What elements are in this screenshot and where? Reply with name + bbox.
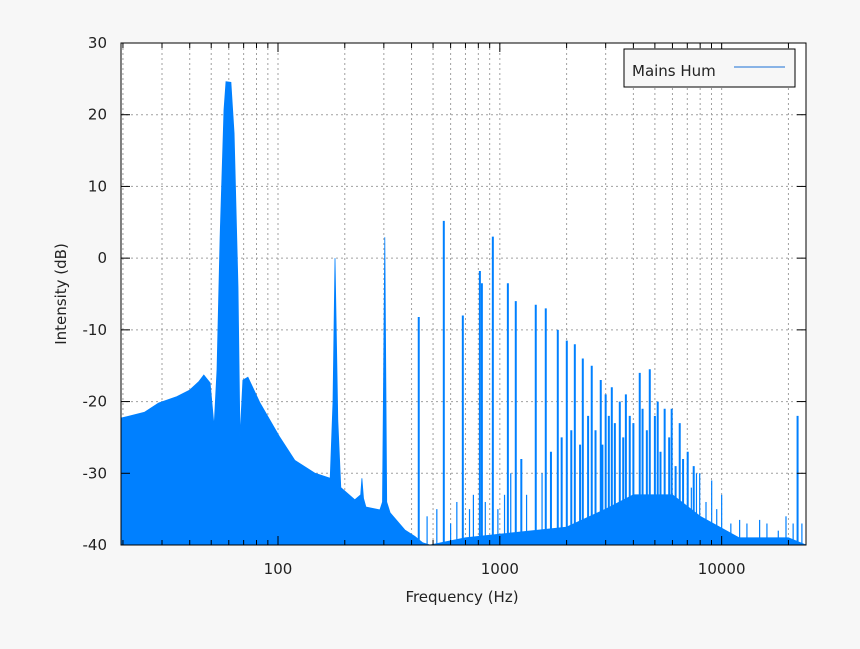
legend-label: Mains Hum bbox=[632, 62, 716, 80]
y-tick-label: 0 bbox=[97, 249, 107, 267]
x-tick-label: 10000 bbox=[698, 560, 746, 578]
legend-box bbox=[623, 48, 796, 88]
y-tick-label: -10 bbox=[83, 321, 108, 339]
y-tick-label: 20 bbox=[88, 106, 107, 124]
legend: Mains Hum bbox=[623, 48, 796, 88]
axis-ticks: -40 -30 -20 -10 0 10 20 30 100 1000 10000 bbox=[83, 34, 806, 578]
y-tick-label: -30 bbox=[83, 464, 108, 482]
y-tick-label: 30 bbox=[88, 34, 107, 52]
y-tick-label: -20 bbox=[83, 393, 108, 411]
plot-frame bbox=[120, 42, 807, 546]
y-axis-label: Intensity (dB) bbox=[52, 243, 70, 345]
x-tick-label: 1000 bbox=[481, 560, 519, 578]
x-axis-label: Frequency (Hz) bbox=[405, 588, 518, 606]
x-tick-label: 100 bbox=[264, 560, 293, 578]
spectrum-marks bbox=[120, 81, 807, 546]
y-tick-label: -40 bbox=[83, 536, 108, 554]
y-tick-label: 10 bbox=[88, 177, 107, 195]
